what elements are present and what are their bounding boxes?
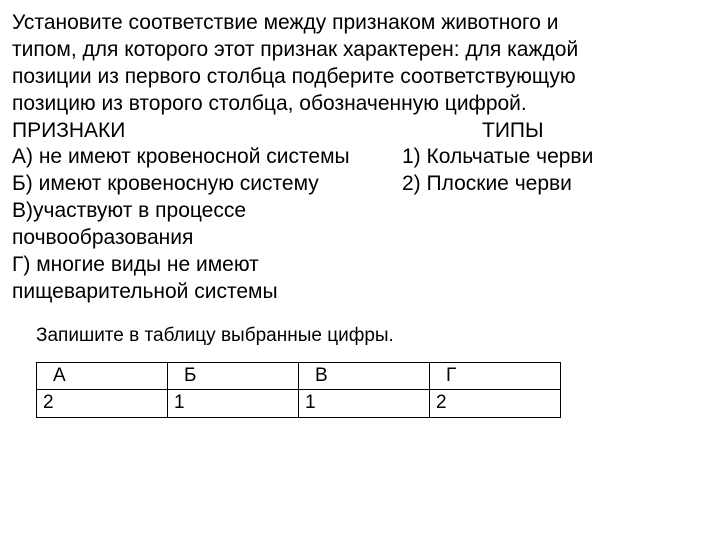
answer-table: А Б В Г 2 1 1 2 (36, 362, 561, 418)
col-g-header: Г (430, 362, 561, 389)
table-header-row: А Б В Г (37, 362, 561, 389)
task-line: позицию из второго столбца, обозначенную… (12, 91, 708, 118)
col-a-header: А (37, 362, 168, 389)
task-statement: Установите соответствие между признаком … (12, 10, 708, 306)
sign-a: А) не имеют кровеносной системы (12, 144, 402, 171)
col-b-header: Б (168, 362, 299, 389)
answer-g: 2 (430, 390, 561, 417)
sign-v-line2: почвообразования (12, 225, 708, 252)
sign-b: Б) имеют кровеносную систему (12, 171, 402, 198)
types-header: ТИПЫ (402, 118, 708, 145)
answer-a: 2 (37, 390, 168, 417)
write-instruction: Запишите в таблицу выбранные цифры. (36, 324, 708, 348)
col-v-header: В (299, 362, 430, 389)
sign-v-line1: В)участвуют в процессе (12, 198, 708, 225)
row-a: А) не имеют кровеносной системы 1) Кольч… (12, 144, 708, 171)
type-2: 2) Плоские черви (402, 171, 708, 198)
task-line: типом, для которого этот признак характе… (12, 37, 708, 64)
sign-g-line2: пищеварительной системы (12, 279, 708, 306)
answer-v: 1 (299, 390, 430, 417)
row-b: Б) имеют кровеносную систему 2) Плоские … (12, 171, 708, 198)
type-1: 1) Кольчатые черви (402, 144, 708, 171)
table-answer-row: 2 1 1 2 (37, 390, 561, 417)
task-line: позиции из первого столбца подберите соо… (12, 64, 708, 91)
headers-row: ПРИЗНАКИ ТИПЫ (12, 118, 708, 145)
sign-g-line1: Г) многие виды не имеют (12, 252, 708, 279)
signs-header: ПРИЗНАКИ (12, 118, 402, 145)
answer-b: 1 (168, 390, 299, 417)
task-line: Установите соответствие между признаком … (12, 10, 708, 37)
